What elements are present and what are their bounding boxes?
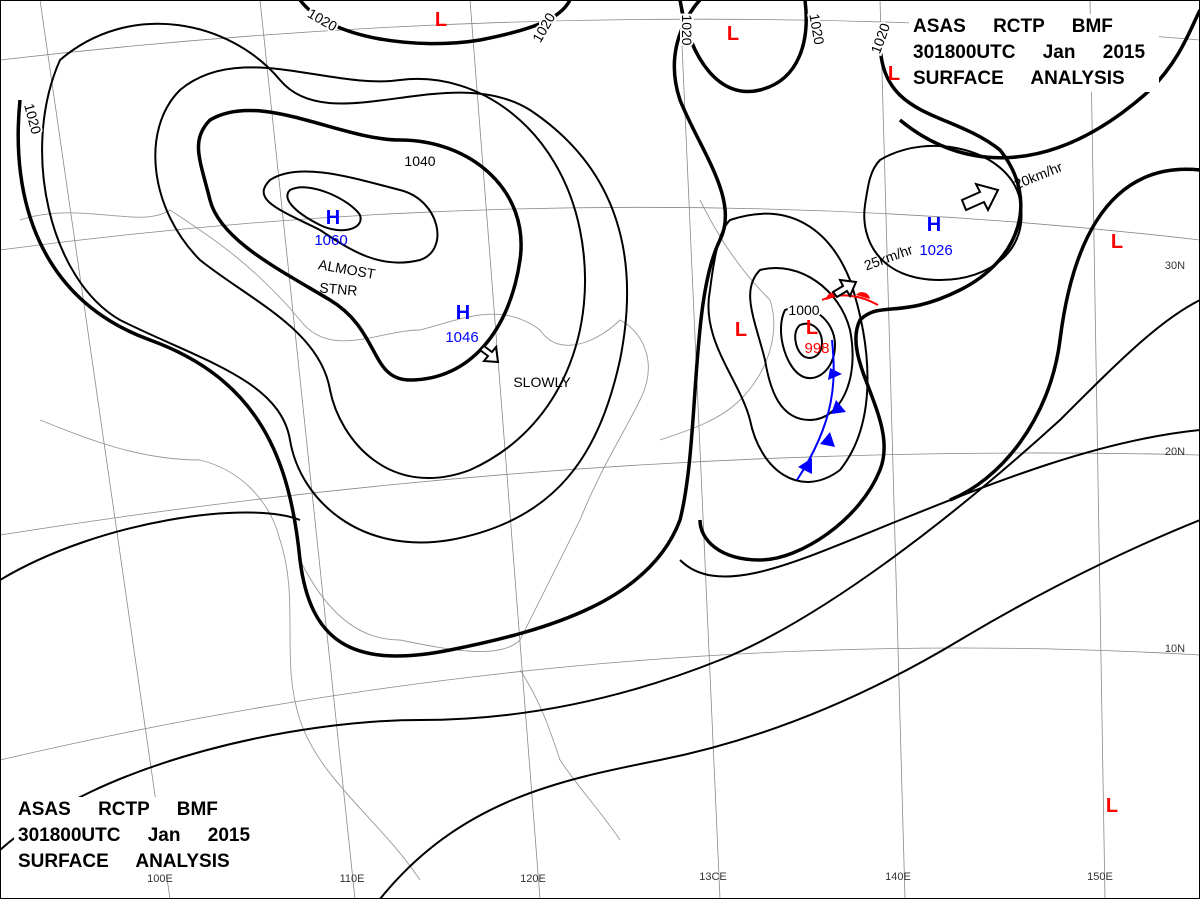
header-text: SURFACE ANALYSIS (913, 68, 1125, 89)
latitude-label: 20N (1165, 446, 1185, 458)
longitude-label: 13CE (699, 871, 727, 883)
isobar (749, 267, 854, 422)
longitude-label: 140E (885, 871, 911, 883)
coastlines (19, 199, 775, 881)
isobar (0, 429, 1200, 581)
header-bg (909, 14, 1159, 40)
header-text: 301800UTC Jan 2015 (913, 42, 1145, 63)
isobar (678, 0, 808, 94)
pressure-center-value: 1026 (919, 242, 952, 259)
longitude-label: 150E (1087, 871, 1113, 883)
motion-arrow (960, 182, 1000, 213)
isobar (196, 108, 523, 382)
isobar-label: 1020 (679, 14, 695, 45)
latitude-label: 10N (1165, 643, 1185, 655)
isobar (379, 519, 1200, 899)
header-text: ASAS RCTP BMF (913, 16, 1113, 37)
motion-arrows (478, 182, 1000, 364)
longitude-label: 100E (147, 873, 173, 885)
isobar (298, 0, 572, 46)
pressure-center-symbol: L (1111, 231, 1123, 253)
header-text: ASAS RCTP BMF (18, 799, 218, 820)
isobar-label: 1040 (404, 153, 435, 169)
isobar (794, 322, 824, 359)
longitude-label: 120E (520, 873, 546, 885)
isobar (780, 306, 837, 380)
pressure-center-symbol: H (927, 214, 941, 236)
longitude-line (879, 0, 906, 899)
coastline (519, 669, 621, 841)
pressure-center-symbol: L (435, 9, 447, 31)
header-bg (14, 797, 264, 823)
header-bg (14, 849, 264, 875)
longitude-line (259, 0, 356, 899)
isobar (707, 212, 869, 483)
coastline (19, 209, 649, 652)
longitude-label: 110E (340, 873, 365, 885)
header-bg (909, 40, 1159, 66)
coastline (659, 199, 775, 441)
isobar (262, 170, 439, 264)
motion-arrow (831, 278, 858, 299)
pressure-center-symbol: L (806, 317, 818, 339)
isobar-label: 1000 (788, 302, 819, 318)
isobar (698, 39, 1023, 562)
isobar (286, 186, 362, 232)
pressure-center-value: 1060 (314, 232, 347, 249)
longitude-line (39, 0, 171, 899)
motion-label: SLOWLY (513, 374, 571, 390)
pressure-center-value: 1046 (445, 329, 478, 346)
isobar (16, 0, 728, 658)
isobar (41, 22, 629, 544)
coastline (39, 419, 421, 881)
header-text: 301800UTC Jan 2015 (18, 825, 250, 846)
pressure-center-symbol: H (326, 207, 340, 229)
isobar (898, 9, 1200, 160)
latitude-line (0, 647, 1200, 761)
longitude-line (679, 0, 721, 899)
motion-arrow (478, 344, 500, 364)
header-bg (909, 66, 1159, 92)
latitude-label: 30N (1165, 260, 1185, 272)
header-bg (14, 823, 264, 849)
pressure-center-symbol: L (888, 63, 900, 85)
header-text: SURFACE ANALYSIS (18, 851, 230, 872)
motion-label: STNR (319, 279, 358, 298)
isobar (949, 167, 1200, 502)
pressure-center-symbol: L (727, 23, 739, 45)
pressure-center-symbol: L (1106, 795, 1118, 817)
isobar (154, 66, 587, 479)
isobar (0, 299, 1200, 851)
pressure-center-value: 998 (804, 340, 829, 357)
pressure-center-symbol: H (456, 302, 470, 324)
pressure-center-symbol: L (735, 319, 747, 341)
